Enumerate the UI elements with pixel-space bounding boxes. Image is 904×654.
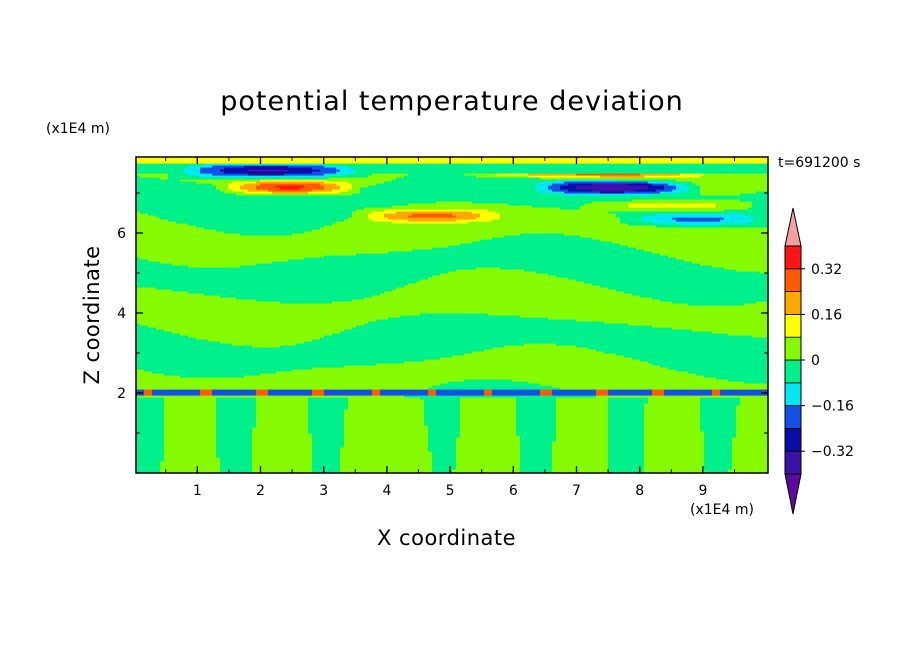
contour-field <box>136 157 769 474</box>
